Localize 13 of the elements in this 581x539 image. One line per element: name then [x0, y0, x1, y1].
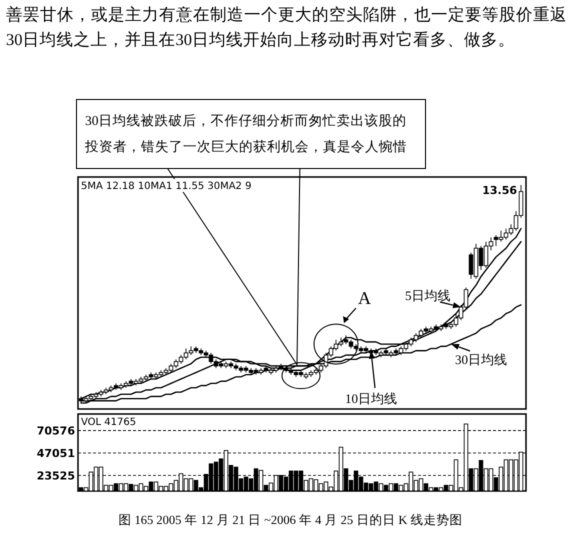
- y-tick-label: 70576: [36, 424, 76, 438]
- annotation: 5MA 12.18 10MA1 11.55 30MA2 9: [81, 181, 252, 192]
- legend-label: 30日均线: [455, 352, 507, 367]
- series-label: 5日均线: [405, 288, 450, 303]
- text: 善罢甘休，或是主力有意在制造一个更大的空头陷阱，也一定要等股价重返30日均线之上，并且在30日均线开始向上移动时再对它看多、做多。: [6, 4, 568, 51]
- annotation: 13.56: [482, 184, 518, 197]
- text: 30日均线被跌破后，不作仔细分析而匆忙卖出该股的投资者，错失了一次巨大的获利机会，真是令人惋惜: [76, 99, 426, 169]
- caption: 图 165 2005 年 12 月 21 日 ~2006 年 4 月 25 日的日 K 线走势图: [117, 512, 464, 529]
- legend-label: 10日均线: [345, 391, 397, 406]
- y-tick-label: 23525: [36, 469, 75, 482]
- annotation: A: [358, 288, 371, 308]
- y-tick-label: 47051: [36, 446, 75, 460]
- annotation: VOL 41765: [81, 417, 136, 428]
